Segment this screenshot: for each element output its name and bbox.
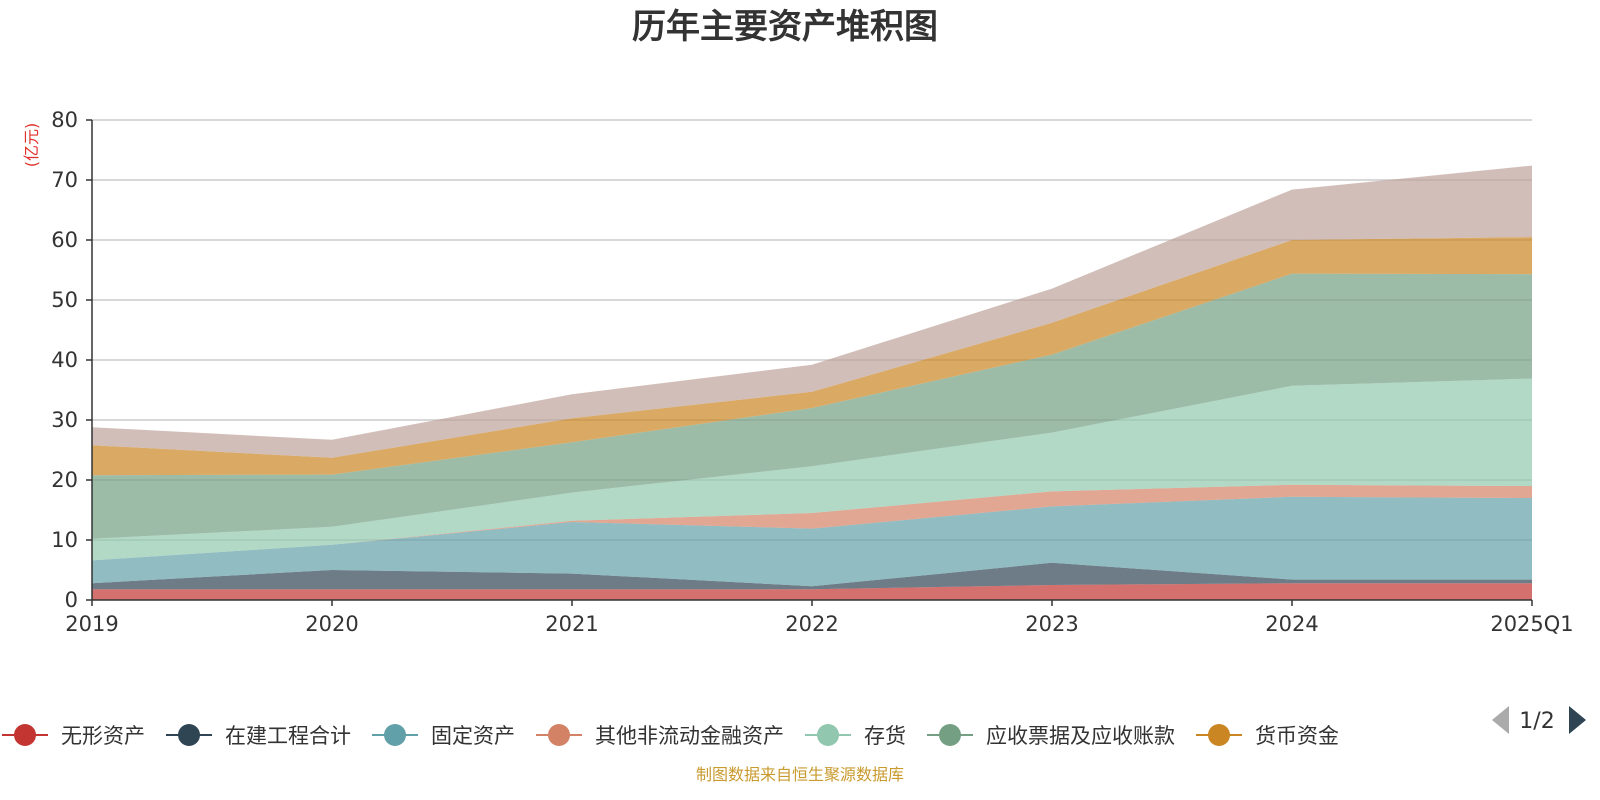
area-series-6 <box>92 237 1532 476</box>
area-series-1 <box>92 562 1532 590</box>
legend-prev-page-icon[interactable] <box>1492 706 1509 734</box>
y-tick-label: 80 <box>51 108 78 132</box>
area-series-0 <box>92 583 1532 600</box>
legend-item[interactable]: 无形资产 <box>2 724 145 748</box>
legend-label: 存货 <box>864 724 906 748</box>
legend-dot-marker <box>548 724 570 746</box>
legend-item[interactable]: 应收票据及应收账款 <box>927 724 1175 748</box>
legend-item[interactable]: 存货 <box>805 724 906 748</box>
legend-item[interactable]: 固定资产 <box>372 724 515 748</box>
y-tick-label: 40 <box>51 348 78 372</box>
legend-item[interactable]: 在建工程合计 <box>166 724 351 748</box>
y-tick-label: 70 <box>51 168 78 192</box>
legend-dot-marker <box>14 724 36 746</box>
x-tick-label: 2020 <box>305 612 358 636</box>
y-tick-label: 30 <box>51 408 78 432</box>
y-tick-label: 60 <box>51 228 78 252</box>
legend-label: 其他非流动金融资产 <box>595 724 784 748</box>
legend-label: 应收票据及应收账款 <box>986 724 1175 748</box>
axes: 0 10 20 30 40 50 60 70 80 2019 2020 2021 2022 2023 202… <box>51 108 1573 636</box>
area-series-3 <box>92 484 1532 561</box>
x-tick-label: 2023 <box>1025 612 1078 636</box>
area-series-5 <box>92 273 1532 539</box>
y-axis-unit-label: (亿元) <box>22 123 41 168</box>
legend-item[interactable]: 其他非流动金融资产 <box>536 724 784 748</box>
legend-dot-marker <box>1208 724 1230 746</box>
x-tick-label: 2022 <box>785 612 838 636</box>
area-series-4 <box>92 378 1532 561</box>
legend-dot-marker <box>817 724 839 746</box>
x-tick-label: 2025Q1 <box>1490 612 1573 636</box>
x-tick-label: 2021 <box>545 612 598 636</box>
legend-dot-marker <box>384 724 406 746</box>
y-tick-label: 0 <box>65 588 78 612</box>
legend-next-page-icon[interactable] <box>1569 706 1586 734</box>
x-tick-label: 2024 <box>1265 612 1318 636</box>
legend-pager: 1/2 <box>1492 706 1586 734</box>
area-series-group <box>92 165 1532 600</box>
legend-label: 货币资金 <box>1255 724 1339 748</box>
y-tick-label: 50 <box>51 288 78 312</box>
legend-label: 固定资产 <box>431 724 515 748</box>
legend-label: 无形资产 <box>61 724 145 748</box>
legend-dot-marker <box>939 724 961 746</box>
legend-page-indicator: 1/2 <box>1519 709 1554 734</box>
legend-label: 在建工程合计 <box>225 724 351 748</box>
chart-title: 历年主要资产堆积图 <box>632 7 938 47</box>
y-tick-label: 10 <box>51 528 78 552</box>
area-series-2 <box>92 496 1532 587</box>
y-tick-label: 20 <box>51 468 78 492</box>
legend: 无形资产 在建工程合计 固定资产 其他非流动金融资产 存货 应收票据及应收账款 货币资金 <box>2 724 1339 748</box>
x-tick-label: 2019 <box>65 612 118 636</box>
legend-item[interactable]: 货币资金 <box>1196 724 1339 748</box>
legend-dot-marker <box>178 724 200 746</box>
data-source-note: 制图数据来自恒生聚源数据库 <box>696 765 904 784</box>
area-series-unlabeled <box>92 165 1532 458</box>
